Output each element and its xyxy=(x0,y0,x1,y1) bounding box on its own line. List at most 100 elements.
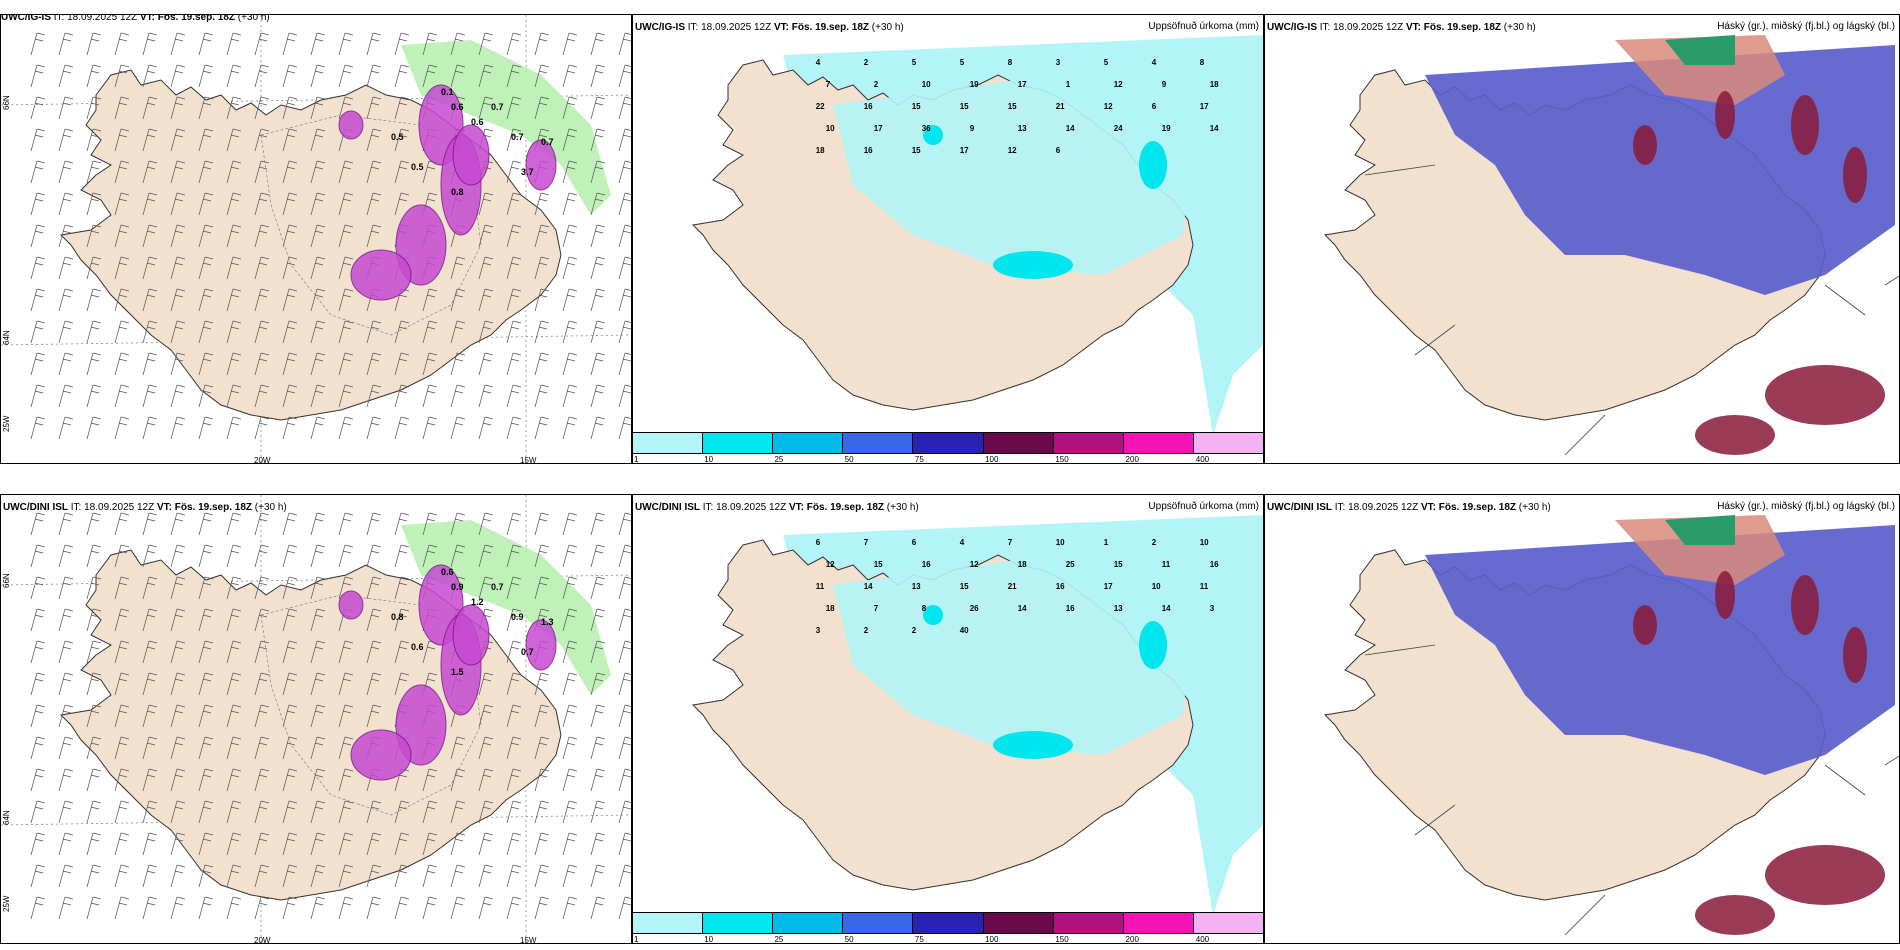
snow-depth-value: 1.5 xyxy=(451,667,464,677)
wind-barb xyxy=(366,416,382,440)
wind-barb xyxy=(506,768,522,792)
wind-barb xyxy=(58,128,74,152)
precip-value: 13 xyxy=(1114,604,1123,613)
wind-barb xyxy=(114,32,130,56)
wind-barb xyxy=(534,320,550,344)
wind-barb xyxy=(254,832,270,856)
wind-barb xyxy=(254,768,270,792)
wind-barb xyxy=(338,736,354,760)
colorbar-swatch xyxy=(1123,913,1194,933)
wind-barb xyxy=(30,256,46,280)
wind-barb xyxy=(506,736,522,760)
precip-value: 19 xyxy=(970,80,979,89)
wind-barb xyxy=(254,608,270,632)
graticule-line xyxy=(1824,284,1866,316)
panel-title: Háský (gr.), miðský (fj.bl.) og lágský (… xyxy=(1717,21,1895,32)
wind-barb xyxy=(450,64,466,88)
precip-value: 17 xyxy=(1104,582,1113,591)
cloud-area-low xyxy=(1715,571,1735,619)
lat-label-66n: 66N xyxy=(2,95,11,110)
wind-barb xyxy=(254,864,270,888)
wind-barb xyxy=(618,384,631,408)
wind-barb xyxy=(254,512,270,536)
wind-barb xyxy=(562,320,578,344)
wind-barb xyxy=(86,544,102,568)
wind-barb xyxy=(534,800,550,824)
wind-barb xyxy=(254,192,270,216)
wind-barb xyxy=(198,384,214,408)
colorbar-swatch xyxy=(843,433,914,453)
snow-blob xyxy=(350,249,412,301)
wind-barb xyxy=(478,800,494,824)
wind-barb xyxy=(114,832,130,856)
snow-depth-value: 0.1 xyxy=(441,87,454,97)
wind-barb xyxy=(30,704,46,728)
graticule-line xyxy=(1824,764,1866,796)
wind-barb xyxy=(30,576,46,600)
wind-barb xyxy=(310,896,326,920)
precip-value: 21 xyxy=(1056,102,1065,111)
wind-barb xyxy=(30,288,46,312)
precip-area-strong xyxy=(1139,621,1167,669)
wind-barb xyxy=(198,736,214,760)
wind-barb xyxy=(618,640,631,664)
wind-barb xyxy=(198,320,214,344)
wind-barb xyxy=(450,352,466,376)
cloud-area-low xyxy=(1843,627,1867,683)
precip-value: 2 xyxy=(864,626,869,635)
wind-barb xyxy=(394,512,410,536)
wind-barb xyxy=(58,288,74,312)
wind-barb xyxy=(618,544,631,568)
wind-barb xyxy=(142,320,158,344)
wind-barb xyxy=(478,832,494,856)
wind-barb xyxy=(506,832,522,856)
wind-barb xyxy=(86,640,102,664)
precip-value: 16 xyxy=(1056,582,1065,591)
wind-barb xyxy=(590,768,606,792)
wind-barb xyxy=(506,896,522,920)
lat-label-66n-bottom: 66N xyxy=(2,573,11,588)
wind-barb xyxy=(86,352,102,376)
wind-barb xyxy=(198,800,214,824)
wind-barb xyxy=(58,320,74,344)
wind-barb xyxy=(310,256,326,280)
wind-barb xyxy=(142,832,158,856)
wind-barb xyxy=(422,32,438,56)
wind-barb xyxy=(478,64,494,88)
wind-barb xyxy=(618,704,631,728)
wind-barb xyxy=(114,576,130,600)
snow-blob xyxy=(525,619,557,671)
wind-barb xyxy=(562,704,578,728)
wind-barb xyxy=(450,416,466,440)
wind-barb xyxy=(170,128,186,152)
wind-barb xyxy=(562,384,578,408)
panel-dini-precip: UWC/DINI ISL IT: 18.09.2025 12Z VT: Fös.… xyxy=(632,494,1264,944)
wind-barb xyxy=(86,96,102,120)
wind-barb xyxy=(562,352,578,376)
colorbar-swatch xyxy=(843,913,914,933)
wind-barb xyxy=(58,672,74,696)
wind-barb xyxy=(366,192,382,216)
wind-barb xyxy=(478,544,494,568)
wind-barb xyxy=(562,256,578,280)
rain-area xyxy=(401,40,611,215)
wind-barb xyxy=(142,64,158,88)
precip-value: 18 xyxy=(1018,560,1027,569)
wind-barb xyxy=(506,864,522,888)
wind-barb xyxy=(534,512,550,536)
wind-barb xyxy=(394,864,410,888)
precip-value: 4 xyxy=(816,58,821,67)
wind-barb xyxy=(86,672,102,696)
wind-barb xyxy=(506,288,522,312)
wind-barb xyxy=(86,576,102,600)
lon-label-25w: 25W xyxy=(2,415,11,432)
colorbar-label: 50 xyxy=(844,455,854,464)
precip-value: 3 xyxy=(1056,58,1061,67)
wind-barb xyxy=(590,704,606,728)
cloud-area-high xyxy=(1615,35,1785,105)
snow-blob xyxy=(338,110,364,140)
precip-value: 16 xyxy=(864,102,873,111)
cloud-area-low xyxy=(1791,575,1819,635)
wind-barb xyxy=(534,384,550,408)
wind-barb xyxy=(618,832,631,856)
